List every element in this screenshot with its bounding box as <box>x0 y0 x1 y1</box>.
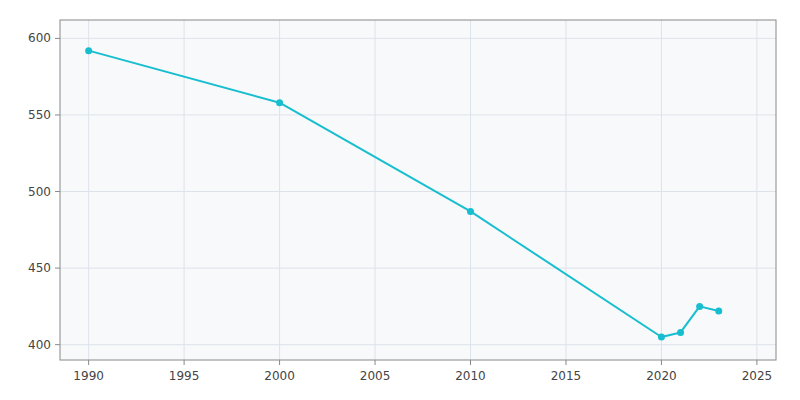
x-tick <box>375 360 376 365</box>
y-tick-label: 550 <box>28 108 51 122</box>
x-grid-line <box>88 20 89 360</box>
point <box>85 47 92 54</box>
y-tick-label: 600 <box>28 31 51 45</box>
chart-svg: 1990 1995 2000 2005 2010 2015 2020 2025 400 450 50… <box>0 0 800 400</box>
y-grid-line <box>60 191 776 192</box>
point <box>658 334 665 341</box>
plot-frame <box>60 20 776 360</box>
y-tick <box>55 114 60 115</box>
point <box>467 208 474 215</box>
series <box>85 47 722 340</box>
x-tick-label: 2010 <box>455 369 486 383</box>
y-grid-line <box>60 38 776 39</box>
y-tick-label: 400 <box>28 338 51 352</box>
x-tick <box>88 360 89 365</box>
y-tick <box>55 268 60 269</box>
x-grid-line <box>661 20 662 360</box>
line <box>89 51 719 337</box>
x-grid-line <box>470 20 471 360</box>
x-tick <box>470 360 471 365</box>
y-grid-line <box>60 268 776 269</box>
y-grid-line <box>60 114 776 115</box>
x-grid-line <box>375 20 376 360</box>
y-tick <box>55 344 60 345</box>
y-grid-line <box>60 344 776 345</box>
x-tick-label: 2025 <box>742 369 773 383</box>
x-grid-line <box>756 20 757 360</box>
y-tick-label: 500 <box>28 185 51 199</box>
chart-container: 1990 1995 2000 2005 2010 2015 2020 2025 400 450 50… <box>0 0 800 400</box>
x-tick-label: 1995 <box>169 369 200 383</box>
x-grid-line <box>565 20 566 360</box>
x-tick <box>184 360 185 365</box>
x-tick <box>756 360 757 365</box>
x-grid-line <box>279 20 280 360</box>
plot-background <box>60 20 776 360</box>
point <box>696 303 703 310</box>
tick-labels: 1990 1995 2000 2005 2010 2015 2020 2025 400 450 50… <box>28 31 772 383</box>
y-tick <box>55 191 60 192</box>
y-tick <box>55 38 60 39</box>
x-tick <box>661 360 662 365</box>
y-tick-label: 450 <box>28 261 51 275</box>
x-tick-label: 2015 <box>551 369 582 383</box>
point <box>276 99 283 106</box>
x-grid-line <box>184 20 185 360</box>
x-tick-label: 1990 <box>73 369 104 383</box>
x-tick-label: 2000 <box>264 369 295 383</box>
point <box>677 329 684 336</box>
x-tick-label: 2005 <box>360 369 391 383</box>
point <box>715 307 722 314</box>
x-tick-label: 2020 <box>646 369 677 383</box>
grid <box>60 20 776 360</box>
x-tick <box>565 360 566 365</box>
x-tick <box>279 360 280 365</box>
